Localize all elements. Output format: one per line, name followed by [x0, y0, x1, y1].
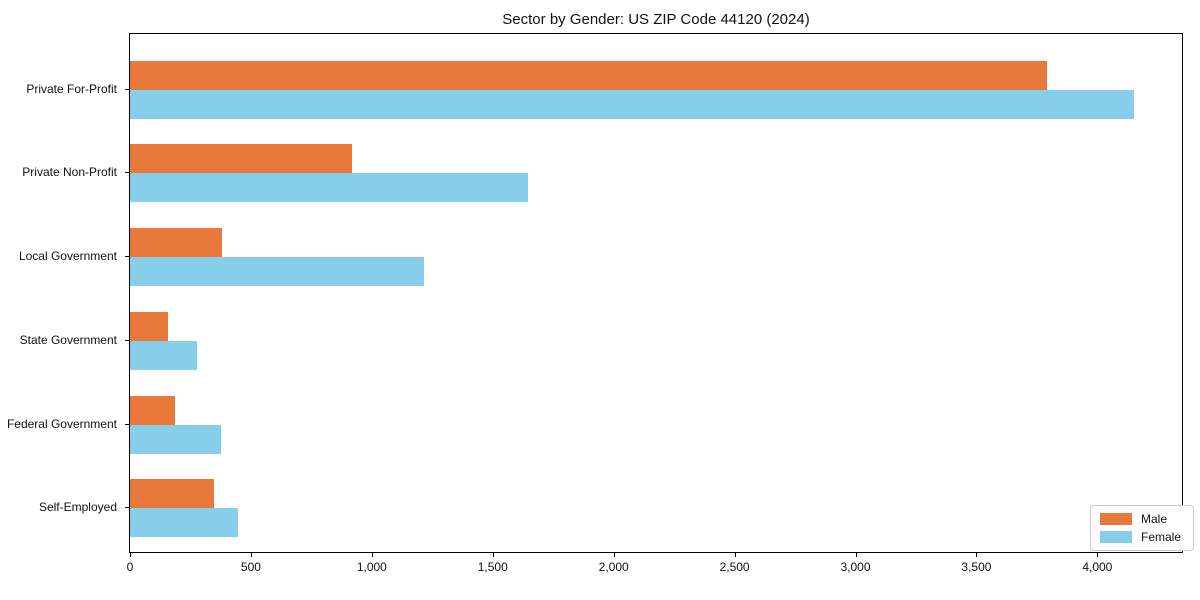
legend: Male Female — [1090, 505, 1195, 551]
y-tick-mark — [125, 256, 129, 258]
x-tick-label: 500 — [240, 560, 261, 574]
bar-male-3 — [130, 228, 222, 258]
category-label: Local Government — [18, 249, 117, 264]
x-tick-mark — [492, 553, 494, 557]
x-tick-mark — [1097, 553, 1099, 557]
y-tick-mark — [125, 339, 129, 341]
bar-female-6 — [130, 508, 238, 538]
x-tick-label: 1,500 — [477, 560, 508, 574]
x-tick-mark — [734, 553, 736, 557]
bar-female-2 — [130, 173, 528, 203]
x-tick-mark — [371, 553, 373, 557]
x-tick-label: 2,500 — [719, 560, 750, 574]
bar-female-4 — [130, 340, 197, 370]
x-tick-mark — [250, 553, 252, 557]
y-tick-mark — [125, 423, 129, 425]
bar-female-3 — [130, 257, 424, 287]
x-tick-mark — [855, 553, 857, 557]
category-label: Private For-Profit — [26, 81, 117, 96]
legend-label: Male — [1141, 512, 1168, 526]
x-tick-mark — [130, 553, 131, 557]
x-tick-label: 3,500 — [961, 560, 992, 574]
y-tick-mark — [125, 172, 129, 174]
bar-male-5 — [130, 395, 175, 425]
legend-swatch-male — [1100, 513, 1132, 525]
legend-label: Female — [1141, 530, 1182, 544]
category-label: Private Non-Profit — [22, 165, 117, 180]
x-tick-mark — [613, 553, 615, 557]
y-tick-mark — [125, 88, 129, 90]
y-axis-labels: Private For-Profit Private Non-Profit Loca… — [0, 0, 123, 600]
bar-male-6 — [130, 479, 214, 509]
bar-male-1 — [130, 60, 1047, 90]
bar-female-5 — [130, 424, 221, 454]
y-tick-mark — [125, 507, 129, 509]
x-tick-label: 1,000 — [356, 560, 387, 574]
legend-entry-male: Male — [1100, 512, 1181, 526]
bar-male-2 — [130, 144, 352, 174]
chart-title: Sector by Gender: US ZIP Code 44120 (202… — [502, 11, 810, 28]
legend-swatch-female — [1100, 531, 1132, 543]
bar-male-4 — [130, 311, 168, 341]
x-tick-label: 4,000 — [1082, 560, 1113, 574]
x-tick-label: 0 — [126, 560, 134, 574]
category-label: Federal Government — [6, 416, 117, 431]
x-tick-label: 2,000 — [598, 560, 629, 574]
x-tick-label: 3,000 — [840, 560, 871, 574]
plot-area — [129, 33, 1183, 553]
legend-entry-female: Female — [1100, 530, 1181, 544]
category-label: State Government — [19, 332, 117, 347]
x-tick-mark — [976, 553, 978, 557]
category-label: Self-Employed — [38, 500, 117, 515]
bar-female-1 — [130, 89, 1134, 119]
